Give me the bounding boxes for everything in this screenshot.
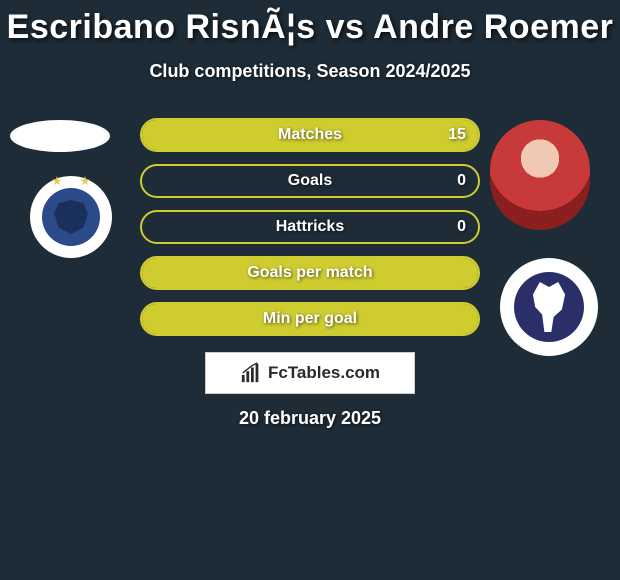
stat-fill-right <box>142 120 478 150</box>
stat-row-goals-per-match: Goals per match <box>140 256 480 290</box>
stat-label: Hattricks <box>142 212 478 242</box>
page-title: Escribano RisnÃ¦s vs Andre Roemer <box>0 0 620 47</box>
stat-fill-right <box>142 258 478 288</box>
lion-icon <box>50 200 92 234</box>
stats-container: Matches 15 Goals 0 Hattricks 0 Goals per… <box>140 118 480 348</box>
stat-label: Goals <box>142 166 478 196</box>
stat-value-right: 0 <box>457 166 466 196</box>
subtitle: Club competitions, Season 2024/2025 <box>0 61 620 82</box>
watermark-text: FcTables.com <box>268 363 380 383</box>
stat-row-hattricks: Hattricks 0 <box>140 210 480 244</box>
stat-fill-right <box>142 304 478 334</box>
club-left-badge <box>30 176 112 258</box>
horse-icon <box>526 282 572 332</box>
chart-icon <box>240 362 262 384</box>
stat-row-goals: Goals 0 <box>140 164 480 198</box>
club-right-badge <box>500 258 598 356</box>
randers-icon <box>514 272 584 342</box>
player-right-avatar <box>490 120 590 230</box>
watermark[interactable]: FcTables.com <box>205 352 415 394</box>
stat-row-matches: Matches 15 <box>140 118 480 152</box>
date: 20 february 2025 <box>0 408 620 429</box>
player-left-avatar <box>10 120 110 152</box>
stat-row-min-per-goal: Min per goal <box>140 302 480 336</box>
stat-value-right: 0 <box>457 212 466 242</box>
kobenhavn-icon <box>42 188 100 246</box>
